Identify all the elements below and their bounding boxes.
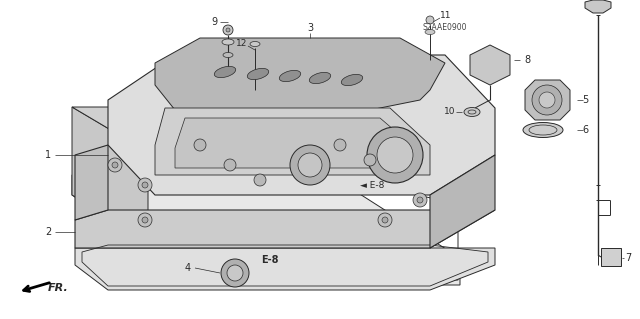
Circle shape <box>112 162 118 168</box>
Polygon shape <box>155 38 445 110</box>
Polygon shape <box>525 80 570 120</box>
Bar <box>601 248 621 266</box>
Circle shape <box>290 145 330 185</box>
Circle shape <box>417 197 423 203</box>
Circle shape <box>539 92 555 108</box>
Text: 2: 2 <box>45 227 51 237</box>
Circle shape <box>334 139 346 151</box>
Ellipse shape <box>309 72 331 84</box>
Text: 11: 11 <box>440 11 452 20</box>
Ellipse shape <box>222 39 234 45</box>
Text: 5: 5 <box>582 95 588 105</box>
Text: 7: 7 <box>625 253 631 263</box>
Ellipse shape <box>464 108 480 116</box>
Circle shape <box>364 154 376 166</box>
Text: E-8: E-8 <box>261 255 279 265</box>
Polygon shape <box>75 145 108 220</box>
Polygon shape <box>430 155 495 248</box>
Ellipse shape <box>341 74 363 85</box>
Ellipse shape <box>247 68 269 80</box>
Text: 3: 3 <box>307 23 313 33</box>
Text: 1: 1 <box>45 150 51 160</box>
Circle shape <box>382 217 388 223</box>
Text: ◄ E-8: ◄ E-8 <box>360 181 385 189</box>
Circle shape <box>426 16 434 24</box>
Polygon shape <box>72 107 430 152</box>
Circle shape <box>224 159 236 171</box>
Ellipse shape <box>250 41 260 47</box>
Circle shape <box>142 217 148 223</box>
Polygon shape <box>175 118 415 168</box>
Circle shape <box>532 85 562 115</box>
Text: S2AAE0900: S2AAE0900 <box>422 23 467 32</box>
Circle shape <box>194 139 206 151</box>
Text: FR.: FR. <box>48 283 68 293</box>
Circle shape <box>108 158 122 172</box>
Text: 10: 10 <box>444 108 456 116</box>
Text: 6: 6 <box>582 125 588 135</box>
Circle shape <box>138 178 152 192</box>
Ellipse shape <box>523 122 563 137</box>
Ellipse shape <box>223 53 233 57</box>
Polygon shape <box>72 175 460 285</box>
Polygon shape <box>585 0 611 13</box>
Circle shape <box>378 213 392 227</box>
Ellipse shape <box>425 29 435 34</box>
Ellipse shape <box>279 70 301 82</box>
Text: 9: 9 <box>211 17 217 27</box>
Circle shape <box>254 174 266 186</box>
Circle shape <box>298 153 322 177</box>
Polygon shape <box>470 45 510 85</box>
Circle shape <box>377 137 413 173</box>
Polygon shape <box>75 210 495 248</box>
Circle shape <box>221 259 249 287</box>
Polygon shape <box>155 108 430 175</box>
Circle shape <box>142 182 148 188</box>
Polygon shape <box>72 107 148 238</box>
Circle shape <box>413 193 427 207</box>
Circle shape <box>367 127 423 183</box>
Circle shape <box>138 213 152 227</box>
Text: 12: 12 <box>236 40 248 48</box>
Ellipse shape <box>214 66 236 78</box>
Polygon shape <box>108 55 495 195</box>
Text: 8: 8 <box>524 55 530 65</box>
Text: 4: 4 <box>185 263 191 273</box>
Circle shape <box>226 28 230 32</box>
Circle shape <box>223 25 233 35</box>
Circle shape <box>227 265 243 281</box>
Polygon shape <box>75 248 495 290</box>
